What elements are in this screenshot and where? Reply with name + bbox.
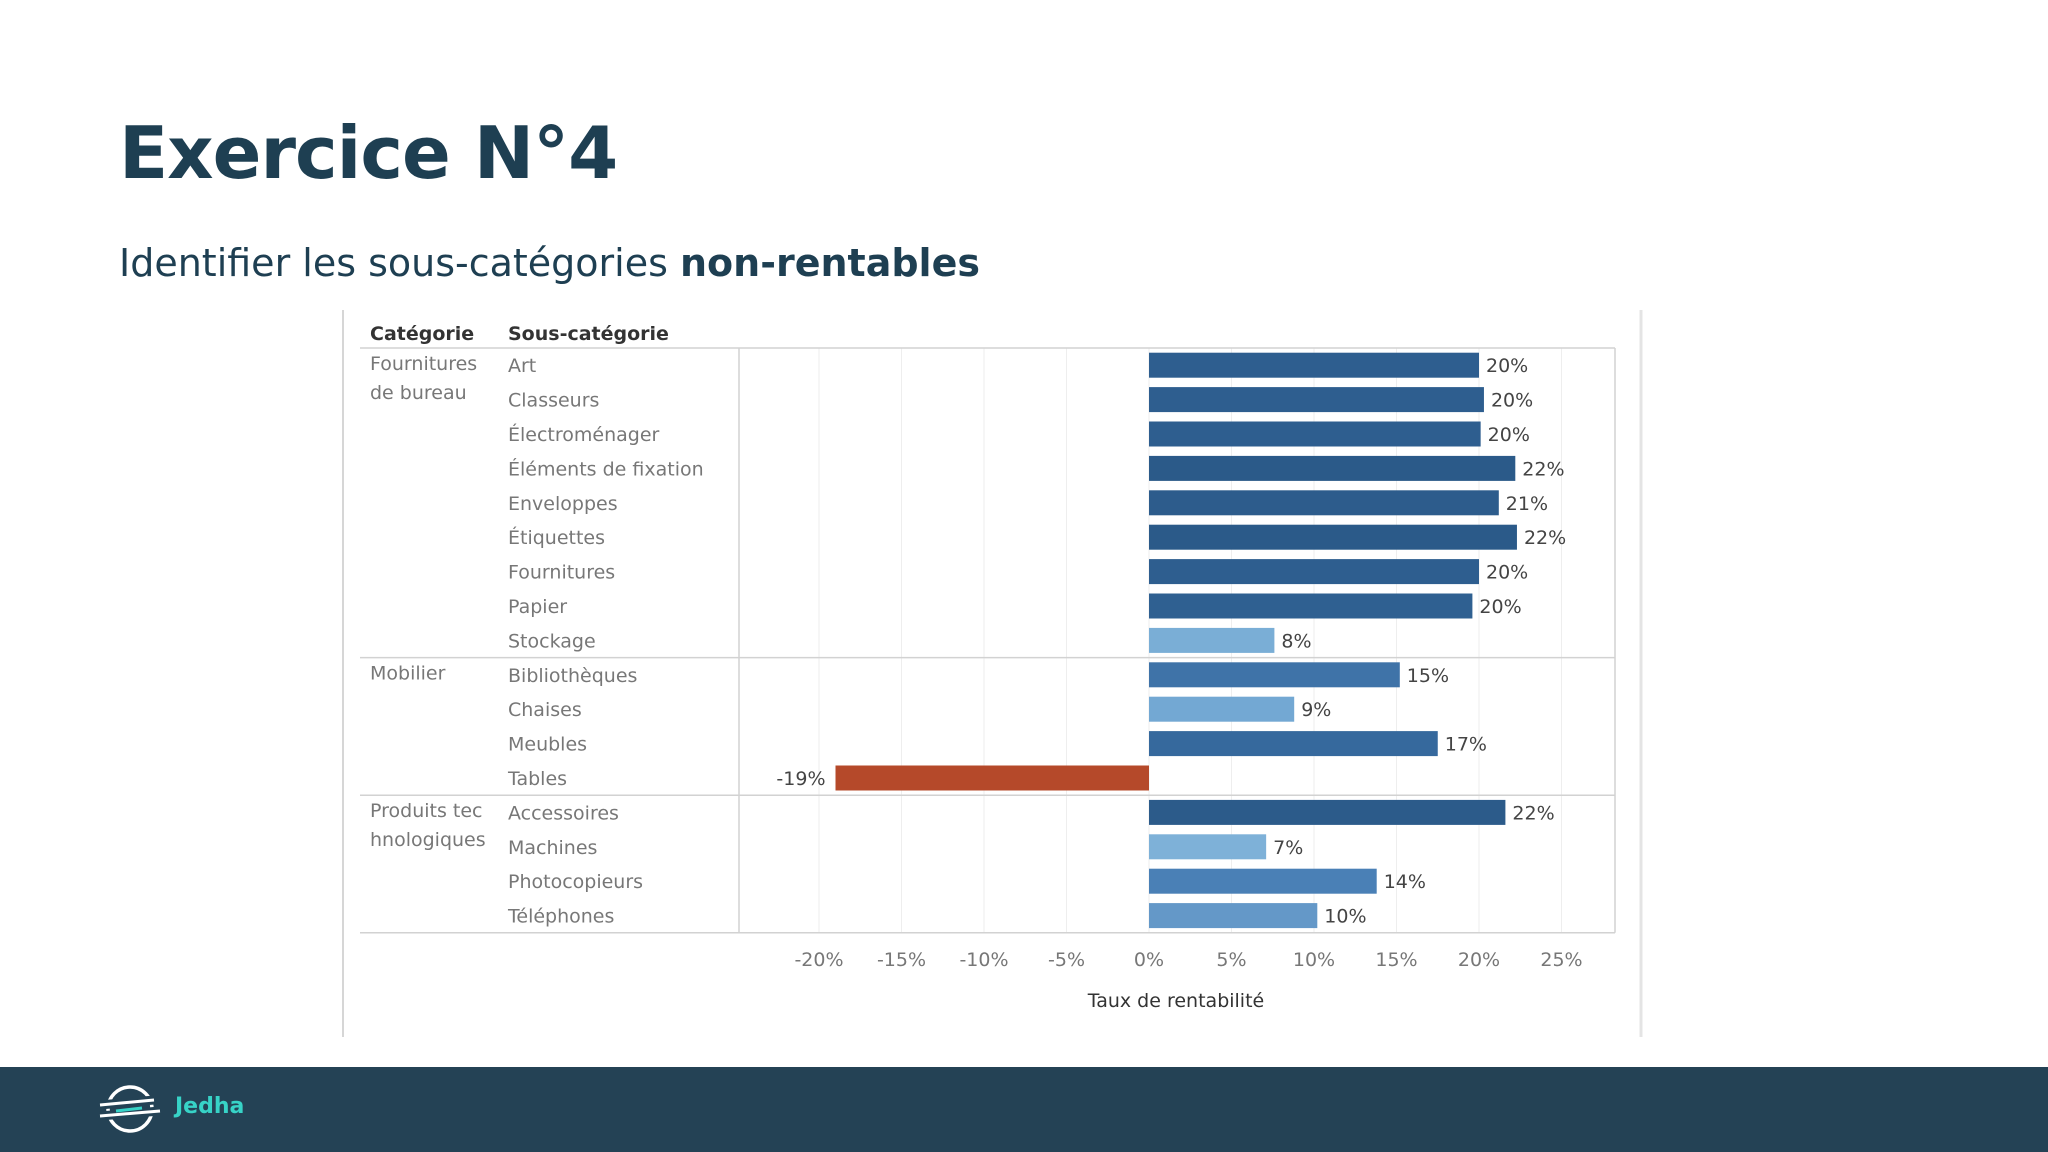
category-label: Produits tec bbox=[370, 800, 483, 822]
data-label: 14% bbox=[1384, 871, 1426, 893]
x-tick-label: -15% bbox=[877, 949, 926, 971]
x-tick-label: 25% bbox=[1540, 949, 1582, 971]
data-label: 15% bbox=[1407, 665, 1449, 687]
x-tick-label: 0% bbox=[1134, 949, 1164, 971]
bar bbox=[1149, 627, 1275, 653]
bar bbox=[1149, 834, 1267, 860]
data-label: 22% bbox=[1524, 527, 1566, 549]
subcategory-label: Accessoires bbox=[508, 802, 619, 824]
slide-subtitle: Identifier les sous-catégories non-renta… bbox=[119, 238, 980, 288]
bar bbox=[1149, 868, 1377, 894]
subcategory-label: Art bbox=[508, 355, 536, 377]
slide-title: Exercice N°4 bbox=[119, 111, 618, 195]
x-tick-label: -10% bbox=[959, 949, 1008, 971]
column-header-category: Catégorie bbox=[370, 323, 474, 345]
bar bbox=[1149, 903, 1318, 929]
data-label: 17% bbox=[1445, 734, 1487, 756]
data-label: 20% bbox=[1488, 424, 1530, 446]
subcategory-label: Meubles bbox=[508, 734, 587, 756]
subcategory-label: Photocopieurs bbox=[508, 871, 643, 893]
bar bbox=[1149, 524, 1517, 550]
x-tick-label: -5% bbox=[1048, 949, 1085, 971]
data-label: 22% bbox=[1512, 802, 1554, 824]
category-label: Fournitures bbox=[370, 353, 477, 375]
x-tick-label: 5% bbox=[1216, 949, 1246, 971]
x-tick-label: -20% bbox=[794, 949, 843, 971]
profitability-bar-chart: Catégorie Sous-catégorie Fournitures de bur… bbox=[342, 310, 1643, 1037]
subcategory-label: Papier bbox=[508, 596, 567, 618]
subcategory-label: Tables bbox=[507, 768, 567, 790]
data-label: 21% bbox=[1506, 493, 1548, 515]
category-label: Mobilier bbox=[370, 663, 446, 685]
subcategory-label: Classeurs bbox=[508, 390, 599, 412]
bar bbox=[1149, 696, 1295, 722]
subcategory-label: Étiquettes bbox=[508, 526, 605, 549]
subcategory-label: Électroménager bbox=[508, 423, 660, 446]
data-label: -19% bbox=[776, 768, 825, 790]
subtitle-emphasis: non-rentables bbox=[679, 241, 980, 285]
bar bbox=[1149, 455, 1516, 481]
data-label: 7% bbox=[1273, 837, 1303, 859]
subcategory-label: Éléments de fixation bbox=[508, 457, 704, 480]
x-tick-label: 10% bbox=[1293, 949, 1335, 971]
subcategory-label: Fournitures bbox=[508, 562, 615, 584]
category-label: hnologiques bbox=[370, 829, 486, 851]
column-header-subcategory: Sous-catégorie bbox=[508, 323, 669, 345]
category-label: de bureau bbox=[370, 382, 467, 404]
data-label: 20% bbox=[1486, 355, 1528, 377]
subcategory-label: Chaises bbox=[508, 699, 582, 721]
bar bbox=[1149, 799, 1506, 825]
x-axis-title: Taux de rentabilité bbox=[1087, 990, 1264, 1012]
subcategory-label: Machines bbox=[508, 837, 597, 859]
bar bbox=[1149, 559, 1479, 585]
subcategory-label: Téléphones bbox=[507, 906, 614, 928]
bar bbox=[1149, 421, 1481, 447]
bar bbox=[1149, 352, 1479, 378]
bar bbox=[1149, 593, 1473, 619]
data-label: 20% bbox=[1479, 596, 1521, 618]
x-tick-label: 15% bbox=[1375, 949, 1417, 971]
bar bbox=[1149, 387, 1484, 413]
x-tick-label: 20% bbox=[1458, 949, 1500, 971]
jedha-logo-icon bbox=[99, 1085, 161, 1133]
subcategory-label: Enveloppes bbox=[508, 493, 618, 515]
bar bbox=[1149, 662, 1400, 688]
subcategory-label: Bibliothèques bbox=[508, 665, 637, 687]
subtitle-lead: Identifier les sous-catégories bbox=[119, 241, 680, 285]
data-label: 22% bbox=[1522, 458, 1564, 480]
bar bbox=[835, 765, 1149, 791]
footer-bar: Jedha bbox=[0, 1067, 2048, 1152]
bar bbox=[1149, 490, 1499, 516]
brand-name: Jedha bbox=[175, 1094, 245, 1119]
data-label: 20% bbox=[1486, 562, 1528, 584]
subcategory-label: Stockage bbox=[508, 630, 596, 652]
data-label: 20% bbox=[1491, 390, 1533, 412]
data-label: 10% bbox=[1324, 906, 1366, 928]
bar bbox=[1149, 731, 1438, 757]
data-label: 9% bbox=[1301, 699, 1331, 721]
data-label: 8% bbox=[1281, 630, 1311, 652]
